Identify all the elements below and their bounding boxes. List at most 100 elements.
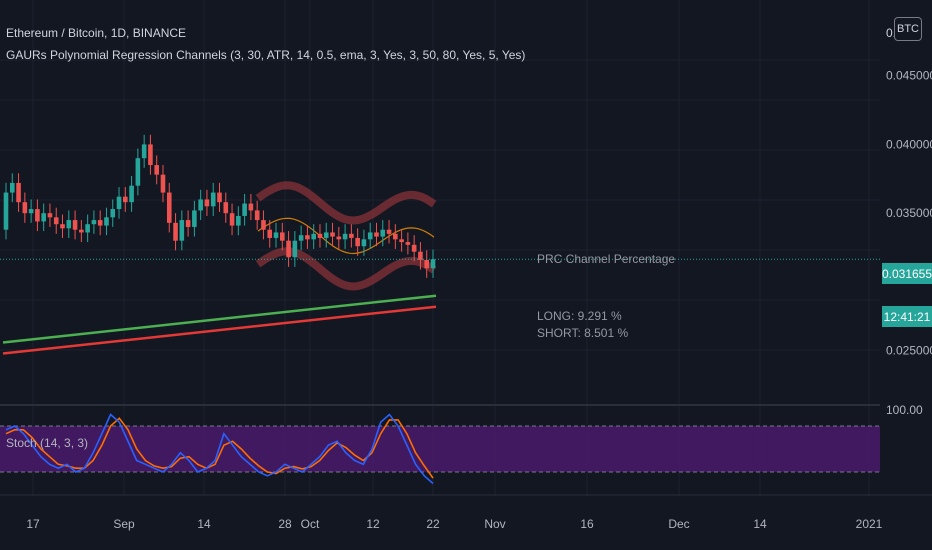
candle-body xyxy=(135,158,141,186)
candle-body xyxy=(349,233,354,238)
candle-body xyxy=(305,235,310,240)
channel-midline xyxy=(257,217,435,255)
candle-body xyxy=(330,232,335,237)
currency-badge[interactable]: BTC xyxy=(894,17,922,41)
ma-fast-line xyxy=(2,294,437,344)
candle-body xyxy=(418,251,423,260)
candle-body xyxy=(47,213,53,218)
candle-body xyxy=(311,233,316,240)
candle-body xyxy=(242,203,247,216)
candle-body xyxy=(386,229,392,234)
candle-body xyxy=(405,242,411,245)
candle-body xyxy=(374,232,379,237)
candle-body xyxy=(66,220,72,229)
candle-body xyxy=(292,240,298,258)
countdown-timer: 12:41:21 xyxy=(882,306,932,327)
candle-body xyxy=(367,232,373,240)
stoch-top-tick: 100.00 xyxy=(886,403,923,417)
candle-body xyxy=(399,239,404,243)
candle-body xyxy=(229,213,235,226)
candle-body xyxy=(148,144,153,166)
candle-body xyxy=(28,209,34,214)
candle-body xyxy=(179,220,185,241)
candle-body xyxy=(424,259,430,269)
prc-short: SHORT: 8.501 % xyxy=(537,326,629,340)
stoch-k-line xyxy=(5,413,434,485)
candle-body xyxy=(267,229,273,238)
x-tick-label: Nov xyxy=(484,517,505,531)
x-tick-label: 2021 xyxy=(856,517,883,531)
y-tick-label: 0.045000 xyxy=(886,69,932,83)
candle-body xyxy=(97,220,103,226)
candle-body xyxy=(22,202,28,214)
x-tick-label: Dec xyxy=(668,517,689,531)
ma-slow-line xyxy=(2,305,437,355)
x-tick-label: 14 xyxy=(197,517,211,531)
candle-body xyxy=(286,240,291,258)
x-tick-label: 28 xyxy=(278,517,292,531)
candle-body xyxy=(236,215,241,226)
candle-body xyxy=(336,236,342,240)
candle-body xyxy=(430,259,436,269)
candle-body xyxy=(3,192,9,230)
candle-body xyxy=(16,182,21,203)
x-tick-label: 14 xyxy=(753,517,767,531)
candle-body xyxy=(342,233,348,240)
candle-body xyxy=(60,224,65,229)
candle-body xyxy=(223,202,229,214)
y-tick-label: 0.025000 xyxy=(886,344,932,358)
symbol-title: Ethereum / Bitcoin, 1D, BINANCE xyxy=(6,26,187,40)
candle-body xyxy=(141,144,147,159)
candle-body xyxy=(298,235,304,241)
x-tick-label: 16 xyxy=(580,517,594,531)
y-tick-label: 0.040000 xyxy=(886,137,932,151)
candle-body xyxy=(129,185,134,203)
x-tick-label: Sep xyxy=(113,517,135,531)
candle-body xyxy=(35,209,40,222)
candle-body xyxy=(204,199,210,207)
y-tick-label: 0.035000 xyxy=(886,206,932,220)
candle-body xyxy=(91,220,97,225)
indicator-title: GAURs Polynomial Regression Channels (3,… xyxy=(6,48,526,62)
candle-body xyxy=(210,192,216,207)
candle-body xyxy=(173,222,178,241)
candle-body xyxy=(380,229,386,237)
candle-body xyxy=(79,229,84,233)
candle-body xyxy=(393,233,398,240)
candle-body xyxy=(72,220,78,230)
candle-body xyxy=(317,233,323,238)
candle-body xyxy=(273,232,279,238)
candle-body xyxy=(85,224,90,233)
channel-upper-band xyxy=(255,181,437,225)
x-tick-label: 17 xyxy=(26,517,40,531)
candle-body xyxy=(361,239,367,247)
candle-body xyxy=(323,232,329,238)
candle-body xyxy=(355,237,360,247)
candle-body xyxy=(123,196,128,203)
stoch-d-line xyxy=(5,417,434,479)
candle-body xyxy=(217,192,222,203)
candle-body xyxy=(154,165,160,175)
prc-long: LONG: 9.291 % xyxy=(537,309,622,323)
candle-body xyxy=(192,210,197,227)
stoch-label: Stoch (14, 3, 3) xyxy=(6,436,89,450)
last-price-tag: 0.031655 xyxy=(882,263,932,284)
channel-lower-band xyxy=(255,247,437,291)
candle-body xyxy=(279,232,285,241)
x-tick-label: 22 xyxy=(426,517,440,531)
candle-body xyxy=(53,217,59,225)
candle-body xyxy=(261,220,266,230)
candle-body xyxy=(254,210,260,221)
candle-body xyxy=(110,209,116,218)
candle-body xyxy=(116,196,122,210)
candle-body xyxy=(41,213,46,222)
candle-body xyxy=(166,192,172,223)
x-tick-label: Oct xyxy=(301,517,320,531)
candle-body xyxy=(198,199,203,211)
prc-title: PRC Channel Percentage xyxy=(537,252,676,266)
x-tick-label: 12 xyxy=(366,517,380,531)
candle-body xyxy=(248,203,254,211)
candle-body xyxy=(104,217,109,226)
candle-body xyxy=(9,182,15,193)
